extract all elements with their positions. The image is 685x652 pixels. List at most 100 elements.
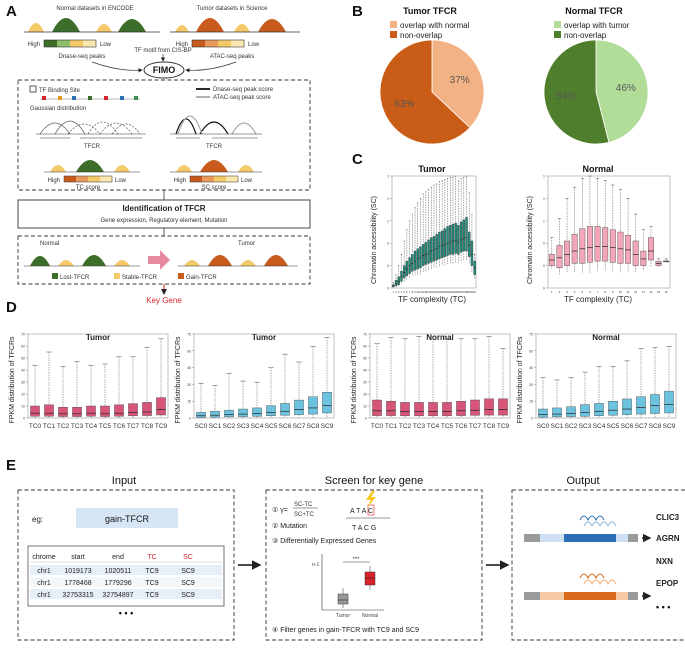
- seq-top: A T A C: [350, 508, 373, 515]
- gain-tfcr-swatch: [178, 273, 184, 279]
- x-tick-TC5: TC5: [441, 423, 454, 430]
- x-tick-SC0: SC0: [195, 423, 208, 430]
- pie-slice-0: [595, 39, 649, 143]
- d-title-2: Tumor: [252, 333, 276, 342]
- box-24: [454, 222, 457, 254]
- dnase-peaks-label: Dnase-seq peaks: [59, 54, 106, 60]
- gene-epop: EPOP: [656, 579, 679, 588]
- box-TC0: [30, 405, 40, 417]
- box-TC4: [428, 402, 438, 417]
- input-box: [17, 489, 235, 641]
- mini-significance: ***: [352, 557, 360, 563]
- gene-structure-2: [524, 573, 638, 600]
- box-TC7: [470, 399, 480, 416]
- identification-title: Identification of TFCR: [122, 204, 205, 213]
- y-tick-label: 40: [21, 369, 25, 373]
- box-TC0: [372, 399, 382, 416]
- panel-letter-a: A: [6, 3, 17, 20]
- output-title: Output: [566, 475, 599, 487]
- box-SC9: [322, 392, 332, 414]
- plot-frame: [193, 333, 335, 419]
- box-SC3: [580, 404, 590, 417]
- box-SC8: [650, 394, 660, 414]
- table-cell: 1778468: [64, 580, 91, 587]
- x-tick-23: 23: [452, 290, 455, 294]
- x-tick-7: 7: [409, 290, 411, 294]
- y-tick-label: 0: [387, 242, 389, 246]
- d-ylabel-1: FPKM distribution of TFCRs: [9, 336, 16, 424]
- box-SC5: [266, 405, 276, 416]
- box-SC1: [210, 411, 220, 418]
- tumor-datasets-label: Tumor datasets in Science: [197, 6, 268, 12]
- output-box: [511, 489, 685, 641]
- panel-c: Tumor Normal Chromatin accessibility (SC…: [371, 164, 671, 304]
- x-tick-SC9: SC9: [321, 423, 334, 430]
- tumor-tfcr-title: Tumor TFCR: [403, 6, 457, 16]
- x-tick-12: 12: [422, 290, 425, 294]
- genes-more: • • •: [656, 602, 670, 612]
- tf-motif-label: TF motif from CIS-BP: [134, 48, 191, 54]
- x-tick-26: 26: [460, 290, 463, 294]
- x-tick-16: 16: [665, 290, 669, 294]
- table-cell: 32753315: [62, 592, 93, 599]
- gene-clic3: CLIC3: [656, 513, 680, 522]
- x-tick-25: 25: [457, 290, 460, 294]
- x-tick-TC6: TC6: [455, 423, 468, 430]
- gain-tfcr-text: gain-TFCR: [105, 514, 150, 524]
- box-SC9: [664, 390, 674, 414]
- box-SC6: [622, 398, 632, 415]
- x-tick-9: 9: [612, 290, 614, 294]
- box-9: [413, 250, 417, 271]
- box-TC2: [58, 407, 68, 417]
- x-tick-8: 8: [604, 290, 606, 294]
- table-row: [30, 577, 222, 587]
- tfcr-label-left: TFCR: [84, 144, 101, 150]
- x-tick-TC2: TC2: [399, 423, 412, 430]
- key-gene-label: Key Gene: [146, 296, 182, 305]
- mini-n-label: n-1: [312, 562, 319, 568]
- y-tick-label: 60: [529, 349, 533, 353]
- tfcr-table: chrome start end TC SC chr1 1019173 1020511 TC9 S…: [30, 554, 222, 599]
- pie-slice-1: [379, 39, 471, 145]
- normal-class-peaks: [24, 255, 140, 267]
- box-SC0: [538, 408, 548, 418]
- lost-tfcr-label: Lost-TFCR: [60, 275, 90, 281]
- table-more: • • •: [119, 608, 133, 618]
- d-ylabel-4: FPKM distribution of TFCRs: [517, 336, 524, 424]
- table-cell: TC9: [145, 580, 158, 587]
- tc-peaks: [44, 160, 140, 173]
- box-15: [430, 237, 433, 263]
- table-row: [30, 589, 222, 599]
- box-18: [438, 231, 441, 260]
- d-title-1: Tumor: [86, 333, 110, 342]
- box-11: [419, 246, 422, 269]
- tf-binding-site-label: TF Binding Site: [39, 88, 81, 94]
- x-tick-TC3: TC3: [71, 423, 84, 430]
- table-cell: TC9: [145, 592, 158, 599]
- d-title-3: Normal: [426, 333, 454, 342]
- box-TC8: [142, 402, 152, 416]
- box-8: [602, 227, 609, 262]
- table-row: [30, 565, 222, 575]
- x-tick-TC0: TC0: [371, 423, 384, 430]
- box-14: [427, 239, 430, 264]
- x-tick-13: 13: [642, 290, 646, 294]
- atac-score-label: ATAC-seq peak score: [213, 95, 271, 101]
- gain-tfcr-chip: [76, 508, 178, 528]
- x-tick-5: 5: [403, 290, 405, 294]
- box-11: [625, 235, 632, 264]
- table-header-start: start: [71, 554, 85, 561]
- x-tick-4: 4: [574, 290, 576, 294]
- x-tick-11: 11: [627, 290, 630, 294]
- x-tick-30: 30: [470, 290, 473, 294]
- normal-label-a: Normal: [40, 241, 59, 247]
- c-normal-xlabel: TF complexity (TC): [564, 295, 632, 304]
- mini-x-tumor: Tumor: [336, 613, 351, 619]
- normal-legend-overlap: overlap with tumor: [564, 21, 630, 30]
- x-tick-1: 1: [551, 290, 553, 294]
- x-tick-SC0: SC0: [537, 423, 550, 430]
- x-tick-SC5: SC5: [265, 423, 278, 430]
- box-SC0: [196, 412, 206, 418]
- eg-label: eg:: [32, 515, 43, 524]
